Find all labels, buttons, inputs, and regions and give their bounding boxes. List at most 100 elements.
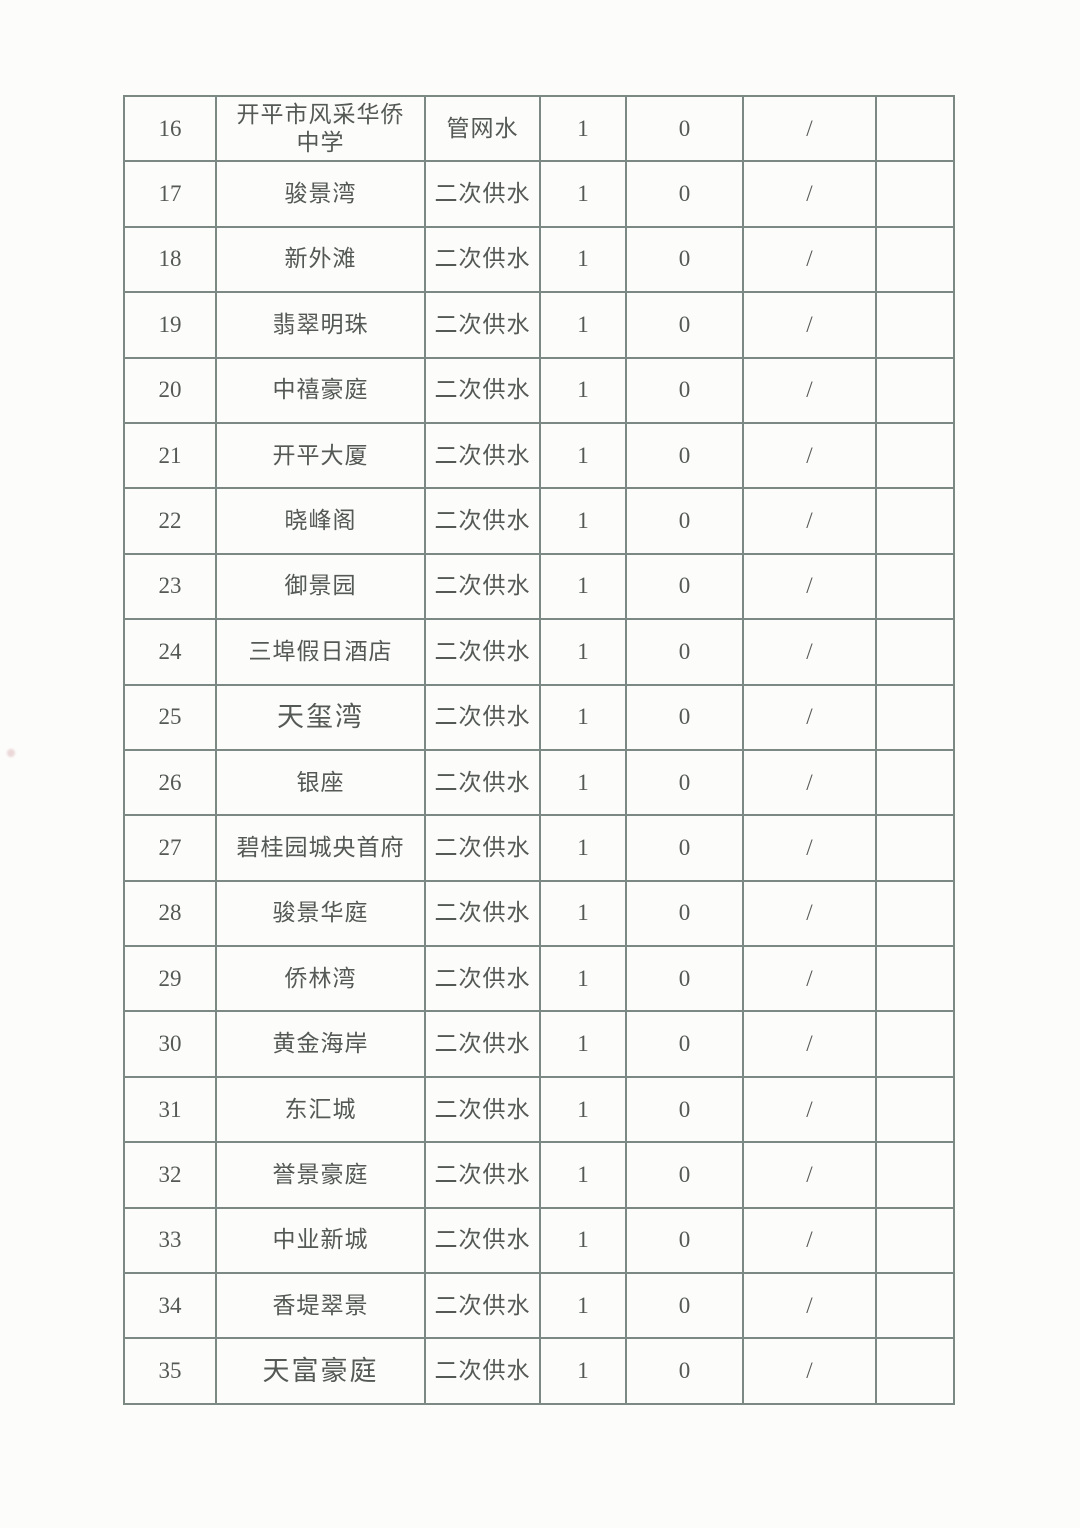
cell-site-name: 香堤翠景 (215, 1272, 426, 1340)
cell-site-name: 翡翠明珠 (215, 291, 426, 359)
cell-value-b: 0 (625, 356, 744, 424)
cell-empty (875, 1010, 955, 1078)
cell-supply-type: 二次供水 (424, 1075, 541, 1144)
cell-empty (875, 160, 955, 228)
cell-site-name: 晓峰阁 (215, 487, 426, 555)
cell-slash: / (742, 1337, 877, 1405)
cell-site-name: 碧桂园城央首府 (215, 814, 426, 882)
cell-row-number: 29 (123, 945, 217, 1013)
cell-slash: / (742, 1010, 877, 1078)
cell-supply-type: 二次供水 (424, 1141, 541, 1209)
cell-empty (875, 1272, 955, 1340)
table-row: 23 御景园 二次供水 1 0 / (123, 552, 955, 621)
cell-row-number: 18 (123, 225, 217, 294)
table-row: 31 东汇城 二次供水 1 0 / (123, 1075, 955, 1144)
cell-row-number: 17 (123, 160, 217, 228)
cell-row-number: 33 (123, 1206, 217, 1275)
cell-supply-type: 二次供水 (424, 1010, 541, 1078)
cell-value-b: 0 (625, 618, 744, 686)
cell-row-number: 16 (123, 94, 217, 163)
cell-row-number: 35 (123, 1337, 217, 1405)
cell-empty (875, 1141, 955, 1209)
table-body: 16 开平市风采华侨 中学 管网水 1 0 / 17 骏景湾 二次供水 1 0 … (123, 94, 955, 1405)
cell-slash: / (742, 683, 877, 751)
cell-site-name: 东汇城 (215, 1075, 426, 1144)
table-row: 20 中禧豪庭 二次供水 1 0 / (123, 356, 955, 424)
cell-value-a: 1 (539, 356, 627, 424)
cell-site-name: 新外滩 (215, 225, 426, 294)
cell-supply-type: 二次供水 (424, 291, 541, 359)
cell-slash: / (742, 552, 877, 621)
cell-value-b: 0 (625, 421, 744, 490)
cell-site-name: 开平市风采华侨 中学 (215, 94, 426, 163)
cell-slash: / (742, 356, 877, 424)
table-row: 19 翡翠明珠 二次供水 1 0 / (123, 291, 955, 359)
cell-value-a: 1 (539, 1075, 627, 1144)
cell-value-b: 0 (625, 160, 744, 228)
cell-slash: / (742, 945, 877, 1013)
cell-slash: / (742, 879, 877, 948)
cell-supply-type: 二次供水 (424, 1272, 541, 1340)
table-row: 29 侨林湾 二次供水 1 0 / (123, 945, 955, 1013)
cell-site-name: 中业新城 (215, 1206, 426, 1275)
cell-site-name: 天玺湾 (215, 683, 426, 751)
cell-empty (875, 421, 955, 490)
cell-site-name: 中禧豪庭 (215, 356, 426, 424)
cell-site-name: 三埠假日酒店 (215, 618, 426, 686)
cell-value-b: 0 (625, 552, 744, 621)
cell-row-number: 34 (123, 1272, 217, 1340)
cell-empty (875, 552, 955, 621)
table-row: 17 骏景湾 二次供水 1 0 / (123, 160, 955, 228)
cell-slash: / (742, 618, 877, 686)
cell-value-b: 0 (625, 1010, 744, 1078)
table-row: 32 誉景豪庭 二次供水 1 0 / (123, 1141, 955, 1209)
cell-supply-type: 二次供水 (424, 225, 541, 294)
cell-value-b: 0 (625, 487, 744, 555)
cell-slash: / (742, 487, 877, 555)
table-row: 35 天富豪庭 二次供水 1 0 / (123, 1337, 955, 1405)
cell-empty (875, 1206, 955, 1275)
cell-value-a: 1 (539, 225, 627, 294)
table-row: 22 晓峰阁 二次供水 1 0 / (123, 487, 955, 555)
cell-row-number: 30 (123, 1010, 217, 1078)
cell-supply-type: 二次供水 (424, 356, 541, 424)
cell-supply-type: 二次供水 (424, 552, 541, 621)
cell-value-b: 0 (625, 814, 744, 882)
cell-value-b: 0 (625, 291, 744, 359)
cell-value-b: 0 (625, 225, 744, 294)
cell-value-b: 0 (625, 945, 744, 1013)
cell-empty (875, 683, 955, 751)
cell-supply-type: 管网水 (424, 94, 541, 163)
cell-row-number: 31 (123, 1075, 217, 1144)
cell-row-number: 27 (123, 814, 217, 882)
table-row: 30 黄金海岸 二次供水 1 0 / (123, 1010, 955, 1078)
cell-row-number: 21 (123, 421, 217, 490)
cell-empty (875, 879, 955, 948)
cell-empty (875, 94, 955, 163)
table-row: 25 天玺湾 二次供水 1 0 / (123, 683, 955, 751)
cell-value-b: 0 (625, 1141, 744, 1209)
cell-supply-type: 二次供水 (424, 748, 541, 817)
table-row: 21 开平大厦 二次供水 1 0 / (123, 421, 955, 490)
cell-supply-type: 二次供水 (424, 160, 541, 228)
cell-value-a: 1 (539, 1337, 627, 1405)
scan-artifact-dot (7, 749, 15, 757)
cell-empty (875, 225, 955, 294)
cell-site-name: 开平大厦 (215, 421, 426, 490)
cell-value-a: 1 (539, 552, 627, 621)
cell-empty (875, 814, 955, 882)
cell-value-b: 0 (625, 1206, 744, 1275)
cell-supply-type: 二次供水 (424, 1206, 541, 1275)
cell-row-number: 26 (123, 748, 217, 817)
cell-row-number: 20 (123, 356, 217, 424)
cell-value-a: 1 (539, 748, 627, 817)
cell-value-a: 1 (539, 879, 627, 948)
cell-slash: / (742, 1075, 877, 1144)
cell-empty (875, 1075, 955, 1144)
cell-value-a: 1 (539, 160, 627, 228)
cell-value-a: 1 (539, 291, 627, 359)
cell-supply-type: 二次供水 (424, 879, 541, 948)
cell-site-name: 骏景湾 (215, 160, 426, 228)
cell-slash: / (742, 291, 877, 359)
